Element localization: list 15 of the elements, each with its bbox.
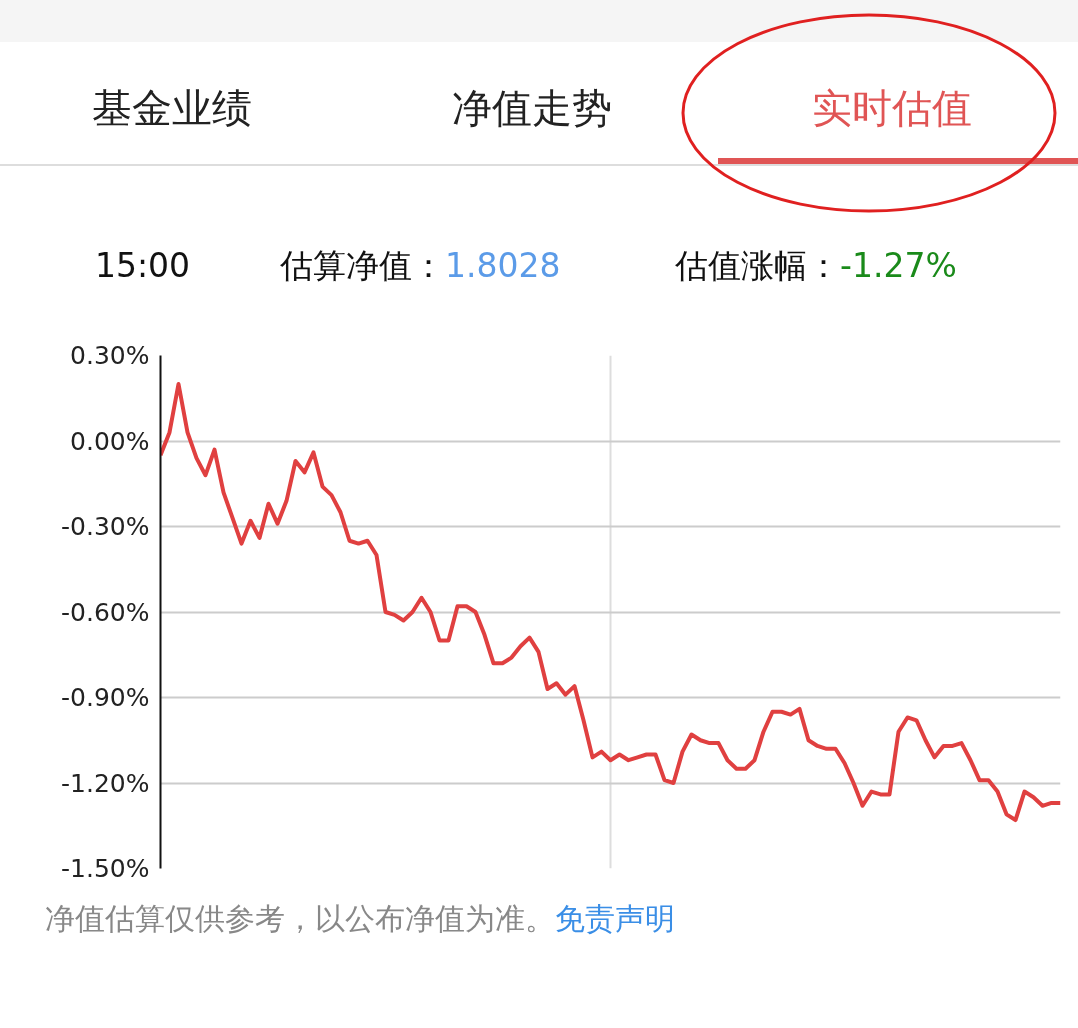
text: 15:00 [95, 245, 191, 287]
y-tick-label: -0.60% [61, 597, 150, 627]
text: 净值走势 [452, 84, 612, 133]
y-tick-label: 0.30% [70, 341, 150, 370]
y-tick-label: -0.90% [61, 683, 150, 712]
text: 1.8028 [445, 246, 561, 285]
text: 实时估值 [812, 84, 972, 133]
y-tick-label: -1.20% [61, 768, 150, 798]
y-tick-label: -1.50% [61, 854, 150, 883]
y-tick-label: 0.00% [70, 426, 150, 456]
text: -1.27% [840, 246, 957, 285]
y-tick-label: -0.30% [61, 512, 150, 541]
text: 免责声明 [555, 901, 675, 936]
text: 基金业绩 [92, 84, 252, 133]
line-series [160, 382, 1061, 823]
